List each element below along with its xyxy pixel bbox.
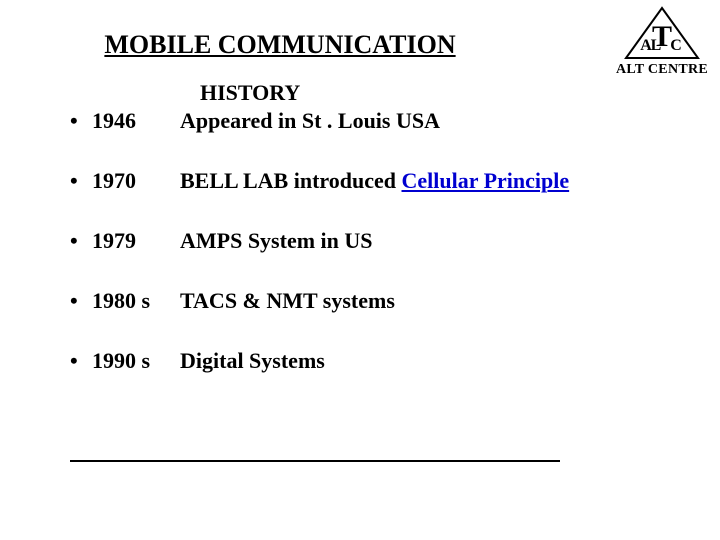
bullet-mark: • [70,168,84,194]
bullet-row: • 1980 s TACS & NMT systems [70,288,660,314]
bullet-year: 1979 [84,228,176,254]
bullet-desc: Appeared in St . Louis USA [176,108,660,134]
bullet-desc: Digital Systems [176,348,660,374]
bullet-mark: • [70,288,84,314]
bullet-row: • 1970 BELL LAB introduced Cellular Prin… [70,168,660,194]
bullet-year: 1980 s [84,288,176,314]
divider-line [70,460,560,462]
logo: T A L C ALT CENTRE [614,6,710,78]
bullet-row: • 1979 AMPS System in US [70,228,660,254]
bullet-mark: • [70,348,84,374]
bullet-year: 1946 [84,108,176,134]
bullet-desc: BELL LAB introduced Cellular Principle [176,168,660,194]
bullet-desc-prefix: BELL LAB introduced [180,168,402,193]
bullet-mark: • [70,108,84,134]
bullet-mark: • [70,228,84,254]
bullet-list: • 1946 Appeared in St . Louis USA • 1970… [70,108,660,408]
bullet-desc: TACS & NMT systems [176,288,660,314]
svg-text:L: L [651,37,662,54]
bullet-row: • 1990 s Digital Systems [70,348,660,374]
cellular-principle-link[interactable]: Cellular Principle [402,168,570,193]
slide: MOBILE COMMUNICATION HISTORY • 1946 Appe… [0,0,720,540]
bullet-row: • 1946 Appeared in St . Louis USA [70,108,660,134]
bullet-desc: AMPS System in US [176,228,660,254]
logo-triangle-icon: T A L C [624,6,700,60]
slide-subtitle: HISTORY [200,80,300,106]
slide-title: MOBILE COMMUNICATION [0,30,560,60]
bullet-year: 1990 s [84,348,176,374]
logo-caption: ALT CENTRE [614,62,710,78]
bullet-year: 1970 [84,168,176,194]
svg-text:C: C [670,37,682,54]
